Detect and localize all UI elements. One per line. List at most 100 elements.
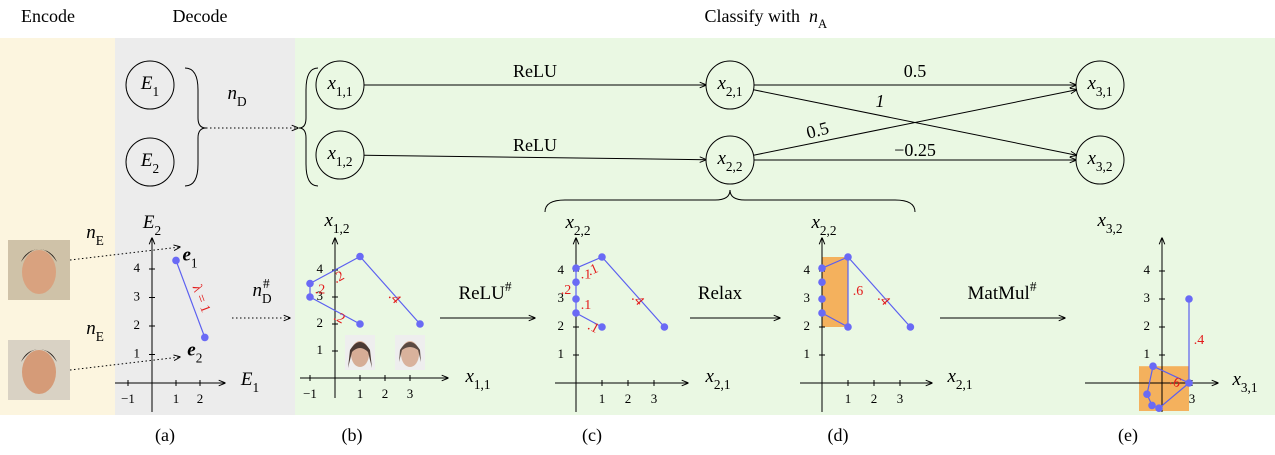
y-axis-label-base: E xyxy=(142,212,155,233)
segment-label: .6 xyxy=(853,284,864,299)
classify-bg xyxy=(295,38,1275,415)
panel-caption: (a) xyxy=(155,425,175,446)
point xyxy=(1143,390,1151,398)
point xyxy=(818,264,826,272)
point-label-sub: 1 xyxy=(191,255,198,270)
decoder-label-base: n xyxy=(227,83,237,104)
x-tick-label: 2 xyxy=(197,391,204,406)
y-tick-label: 4 xyxy=(804,262,811,277)
point xyxy=(1149,362,1157,370)
point xyxy=(416,320,424,328)
y-tick-label: 4 xyxy=(317,261,324,276)
x-tick-label: −1 xyxy=(121,391,135,406)
point xyxy=(844,253,852,261)
transition-label-base: n xyxy=(252,280,262,301)
segment-label: .4 xyxy=(1194,333,1205,348)
node-label-base: E xyxy=(140,150,153,171)
y-tick-label: 1 xyxy=(134,345,141,360)
x-axis-label-base: E xyxy=(240,369,253,390)
node-label-sub: 1,1 xyxy=(336,84,353,99)
point xyxy=(598,323,606,331)
encoder-label-base: n xyxy=(86,318,96,339)
x-tick-label: 1 xyxy=(357,386,364,401)
encode-header: Encode xyxy=(21,6,75,26)
decode-header: Decode xyxy=(173,6,228,26)
x-tick-label: 2 xyxy=(625,391,632,406)
edge-label: ReLU xyxy=(513,135,557,155)
transition-label-base: ReLU xyxy=(458,283,505,304)
x-axis-label-sub: 1 xyxy=(252,380,259,395)
x-tick-label: 3 xyxy=(651,391,658,406)
transition-label-sup: # xyxy=(505,279,512,294)
classify-header: Classify with xyxy=(704,6,800,26)
y-tick-label: 3 xyxy=(804,290,811,305)
point xyxy=(172,257,180,265)
y-axis-label-sub: 2,2 xyxy=(574,223,591,238)
encoder-label-base: n xyxy=(86,222,96,243)
point-label-sub: 2 xyxy=(196,350,203,365)
node-label-sub: 2 xyxy=(152,161,159,176)
transition-label-base: Relax xyxy=(698,283,743,304)
x-tick-label: 1 xyxy=(599,391,606,406)
transition-label: ReLU# xyxy=(458,279,511,305)
y-tick-label: 4 xyxy=(134,260,141,275)
y-tick-label: 3 xyxy=(1144,290,1151,305)
relaxation-box xyxy=(822,257,848,327)
segment-label: .2 xyxy=(561,283,572,298)
point xyxy=(818,295,826,303)
panel-caption: (d) xyxy=(828,425,849,446)
x-tick-label: 2 xyxy=(382,386,389,401)
x-tick-label: 3 xyxy=(1189,391,1196,406)
y-tick-label: 2 xyxy=(1144,318,1151,333)
classify-net: nA xyxy=(809,6,827,31)
segment-label: .1 xyxy=(581,267,592,282)
edge-label: ReLU xyxy=(513,61,557,81)
y-axis-label-sub: 1,2 xyxy=(333,221,350,236)
transition-label-sub: D xyxy=(262,291,272,306)
transition-label: MatMul# xyxy=(968,279,1037,305)
y-tick-label: 1 xyxy=(1144,346,1151,361)
y-tick-label: 2 xyxy=(134,317,141,332)
panel-caption: (b) xyxy=(342,425,363,446)
y-tick-label: 3 xyxy=(134,288,141,303)
node-label-sub: 3,2 xyxy=(1096,159,1113,174)
panel-caption: (c) xyxy=(582,425,602,446)
point xyxy=(306,293,314,301)
point xyxy=(572,295,580,303)
edge-label: −0.25 xyxy=(894,140,936,160)
node-label-sub: 2,2 xyxy=(726,159,743,174)
y-tick-label: 4 xyxy=(558,262,565,277)
segment-label: .2 xyxy=(315,282,326,297)
classify-net-base: n xyxy=(809,6,818,26)
node-label-sub: 3,1 xyxy=(1096,84,1113,99)
y-tick-label: 2 xyxy=(558,318,565,333)
y-tick-label: 1 xyxy=(317,342,324,357)
x-tick-label: 3 xyxy=(897,391,904,406)
point xyxy=(844,323,852,331)
point xyxy=(1185,295,1193,303)
y-axis-label-sub: 2 xyxy=(154,223,161,238)
transition-label-sup: # xyxy=(1030,279,1037,294)
x-tick-label: 1 xyxy=(845,391,852,406)
transition-label-sup: # xyxy=(263,276,270,291)
segment-label: .1 xyxy=(581,298,592,313)
x-axis-label-sub: 1,1 xyxy=(474,377,491,392)
point xyxy=(201,334,209,342)
point xyxy=(907,323,915,331)
node-label-base: E xyxy=(140,73,153,94)
x-tick-label: 1 xyxy=(173,391,180,406)
point xyxy=(1185,379,1193,387)
y-tick-label: 1 xyxy=(558,346,565,361)
classify-header-text: Classify with xyxy=(704,6,800,26)
x-tick-label: 2 xyxy=(871,391,878,406)
x-tick-label: 3 xyxy=(407,386,414,401)
x-axis-label-sub: 2,1 xyxy=(714,377,731,392)
point xyxy=(1155,404,1163,412)
y-tick-label: 4 xyxy=(1144,262,1151,277)
classify-net-sub: A xyxy=(818,17,827,31)
point xyxy=(572,278,580,286)
edge-label: 0.5 xyxy=(904,61,927,81)
node-label-sub: 2,1 xyxy=(726,84,743,99)
x-axis-label-sub: 2,1 xyxy=(956,377,973,392)
point xyxy=(1148,402,1156,410)
